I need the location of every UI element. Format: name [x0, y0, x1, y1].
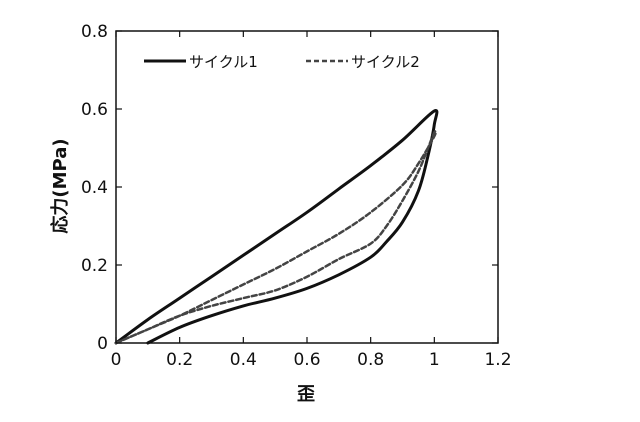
axis-ticks: 0 0.2 0.4 0.6 0.8 1 1.2 0 0.2 0.4 0.6 0.8: [81, 22, 512, 370]
series-line-cycle2: [114, 130, 438, 345]
y-tick-label: 0.6: [81, 100, 108, 120]
x-tick-label: 0.4: [230, 350, 257, 370]
legend: サイクル1 サイクル2: [144, 53, 420, 71]
y-tick-label: 0.4: [81, 178, 108, 198]
x-tick-label: 1: [429, 350, 440, 370]
x-axis-label: 歪: [297, 384, 315, 405]
x-tick-label: 0.2: [166, 350, 193, 370]
plot-area: [114, 30, 499, 345]
y-tick-label: 0.8: [81, 22, 108, 42]
x-tick-label: 1.2: [484, 350, 511, 370]
x-tick-label: 0.8: [357, 350, 384, 370]
legend-label-cycle2: サイクル2: [351, 53, 420, 71]
y-tick-label: 0: [97, 334, 108, 354]
y-axis-label: 応力(MPa): [49, 138, 71, 233]
series-line-cycle1: [114, 109, 439, 345]
y-tick-label: 0.2: [81, 256, 108, 276]
legend-label-cycle1: サイクル1: [189, 53, 258, 71]
x-tick-label: 0.6: [293, 350, 320, 370]
x-tick-label: 0: [111, 350, 122, 370]
plot-frame: [115, 30, 499, 344]
